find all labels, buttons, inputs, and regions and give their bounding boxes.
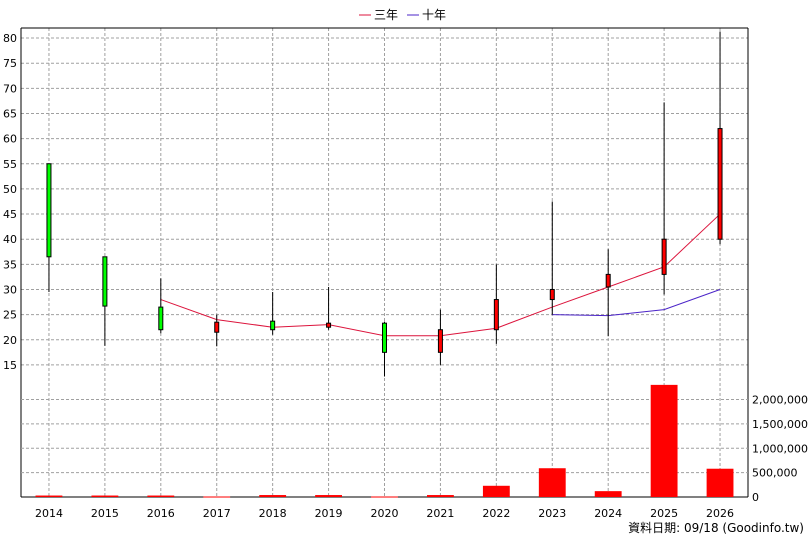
- legend: 三年 十年: [359, 8, 446, 22]
- price-tick-label: 20: [3, 334, 17, 347]
- candle-body: [158, 306, 164, 331]
- x-tick-label: 2018: [259, 507, 287, 520]
- price-tick-label: 65: [3, 107, 17, 120]
- volume-bar: [594, 491, 622, 497]
- x-tick-label: 2026: [706, 507, 734, 520]
- price-tick-label: 40: [3, 233, 17, 246]
- volume-bar: [650, 384, 678, 497]
- x-tick-label: 2019: [315, 507, 343, 520]
- candle-body: [661, 238, 667, 275]
- candle-body: [717, 128, 723, 240]
- volume-tick-label: 0: [752, 491, 759, 504]
- source-note: 資料日期: 09/18 (Goodinfo.tw): [628, 521, 804, 535]
- price-tick-label: 45: [3, 208, 17, 221]
- candle-body: [382, 322, 387, 353]
- legend-label-ten-year: 十年: [422, 8, 446, 22]
- volume-bar: [315, 495, 342, 497]
- x-tick-label: 2022: [482, 507, 510, 520]
- volume-bar: [371, 496, 398, 498]
- candle-body: [46, 163, 52, 258]
- volume-tick-label: 2,000,000: [752, 394, 808, 407]
- price-tick-label: 50: [3, 183, 17, 196]
- x-tick-label: 2016: [147, 507, 175, 520]
- candle-body: [437, 329, 443, 353]
- price-tick-label: 35: [3, 258, 17, 271]
- volume-bar: [147, 495, 175, 497]
- x-tick-label: 2015: [91, 507, 119, 520]
- volume-bar: [427, 495, 454, 497]
- price-tick-label: 70: [3, 82, 17, 95]
- volume-bar: [203, 496, 231, 498]
- price-tick-label: 60: [3, 133, 17, 146]
- candle-body: [214, 321, 220, 333]
- candle-body: [326, 322, 332, 328]
- x-tick-label: 2020: [371, 507, 399, 520]
- candle-body: [605, 273, 611, 288]
- ten-year-average-line: [552, 289, 721, 317]
- x-tick-label: 2024: [594, 507, 622, 520]
- x-tick-label: 2025: [650, 507, 678, 520]
- candle-body: [549, 288, 555, 301]
- x-axis: 2014 2015 2016 2017 2018 2019 2020 2021 2022 2023…: [35, 507, 734, 520]
- candle-body: [493, 299, 499, 331]
- volume-tick-label: 1,500,000: [752, 418, 808, 431]
- x-tick-label: 2023: [538, 507, 566, 520]
- candle-body: [270, 320, 276, 331]
- price-tick-label: 55: [3, 158, 17, 171]
- volume-bar: [35, 495, 63, 497]
- price-tick-label: 75: [3, 57, 17, 70]
- x-tick-label: 2014: [35, 507, 63, 520]
- volume-tick-label: 1,000,000: [752, 442, 808, 455]
- candle-body: [102, 256, 108, 307]
- x-tick-label: 2017: [203, 507, 231, 520]
- volume-panel: 0 500,000 1,000,000 1,500,000 2,000,000: [21, 384, 808, 504]
- volume-tick-label: 500,000: [752, 467, 798, 480]
- price-tick-label: 15: [3, 359, 17, 372]
- price-tick-label: 80: [3, 32, 17, 45]
- volume-bar: [482, 485, 510, 497]
- volume-bar: [259, 495, 287, 497]
- volume-bar: [706, 468, 734, 497]
- price-tick-label: 30: [3, 283, 17, 296]
- volume-bar: [91, 495, 119, 497]
- price-tick-label: 25: [3, 309, 17, 322]
- legend-label-three-year: 三年: [374, 8, 398, 22]
- price-panel: 15 20 25 30 35 40 45 50 55 60 65 70 75 80: [3, 27, 749, 497]
- x-tick-label: 2021: [426, 507, 454, 520]
- volume-bar: [538, 468, 566, 497]
